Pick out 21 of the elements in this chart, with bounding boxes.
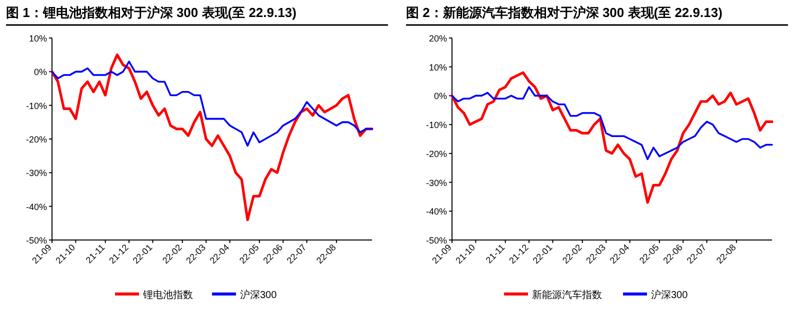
y-tick-label: -50%: [26, 236, 47, 246]
legend-label: 沪深300: [651, 289, 688, 301]
title: 图 2：新能源汽车指数相对于沪深 300 表现(至 22.9.13): [406, 5, 722, 20]
y-tick-label: -10%: [26, 100, 47, 111]
y-tick-label: -20%: [26, 134, 47, 144]
title: 图 1：锂电池指数相对于沪深 300 表现(至 22.9.13): [6, 5, 296, 20]
y-tick-label: 0%: [34, 67, 47, 78]
legend-label: 锂电池指数: [142, 289, 193, 301]
y-tick-label: -10%: [426, 120, 447, 130]
y-tick-label: 0%: [434, 91, 447, 102]
y-tick-label: -30%: [26, 168, 47, 178]
y-tick-label: -40%: [26, 202, 47, 212]
legend-label: 新能源汽车指数: [532, 289, 602, 301]
y-tick-label: 20%: [428, 34, 447, 44]
legend-label: 沪深300: [240, 289, 278, 301]
y-tick-label: -50%: [426, 236, 447, 246]
y-tick-label: 10%: [428, 62, 447, 72]
y-tick-label: -20%: [426, 148, 447, 159]
y-tick-label: -30%: [426, 178, 447, 188]
y-tick-label: 10%: [28, 34, 47, 44]
y-tick-label: -40%: [426, 206, 447, 217]
